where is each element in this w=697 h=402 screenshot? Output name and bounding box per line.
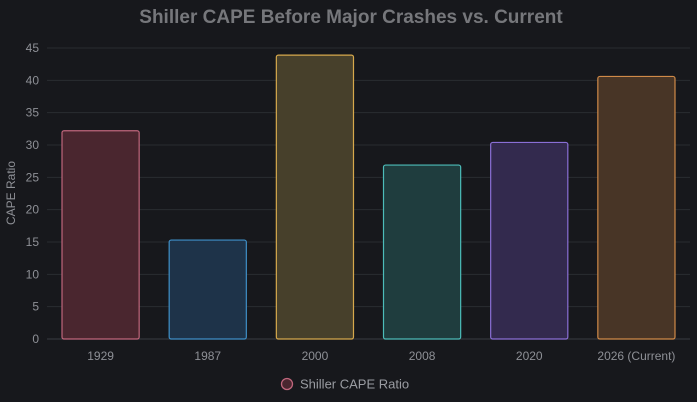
y-tick-label: 20: [26, 203, 40, 217]
y-tick-label: 5: [32, 300, 39, 314]
x-tick-label: 2020: [516, 349, 543, 363]
bar[interactable]: [597, 75, 676, 340]
y-axis-ticks: 0 5 10 15 20 25 30 35 40 45: [26, 41, 40, 346]
y-tick-label: 0: [32, 332, 39, 346]
x-tick-label: 2026 (Current): [597, 349, 675, 363]
bars: [61, 54, 676, 340]
y-tick-label: 45: [26, 41, 40, 55]
y-tick-label: 25: [26, 170, 40, 184]
x-tick-label: 2000: [302, 349, 329, 363]
bar[interactable]: [382, 164, 462, 340]
y-tick-label: 10: [26, 267, 40, 281]
x-tick-label: 1987: [194, 349, 221, 363]
x-tick-label: 1929: [87, 349, 114, 363]
y-tick-label: 15: [26, 235, 40, 249]
y-tick-label: 30: [26, 138, 40, 152]
legend-marker[interactable]: [280, 377, 294, 391]
legend[interactable]: Shiller CAPE Ratio: [280, 377, 410, 392]
grid-lines: [47, 47, 690, 340]
bar[interactable]: [490, 141, 569, 340]
bar[interactable]: [168, 239, 247, 340]
bar[interactable]: [61, 130, 140, 340]
x-axis-ticks: 1929 1987 2000 2008 2020 2026 (Current): [87, 349, 675, 363]
y-tick-label: 40: [26, 73, 40, 87]
y-axis-label: CAPE Ratio: [4, 161, 18, 225]
x-tick-label: 2008: [409, 349, 436, 363]
chart-title: Shiller CAPE Before Major Crashes vs. Cu…: [139, 7, 563, 28]
bar[interactable]: [275, 54, 355, 340]
y-tick-label: 35: [26, 106, 40, 120]
legend-label[interactable]: Shiller CAPE Ratio: [300, 377, 409, 392]
